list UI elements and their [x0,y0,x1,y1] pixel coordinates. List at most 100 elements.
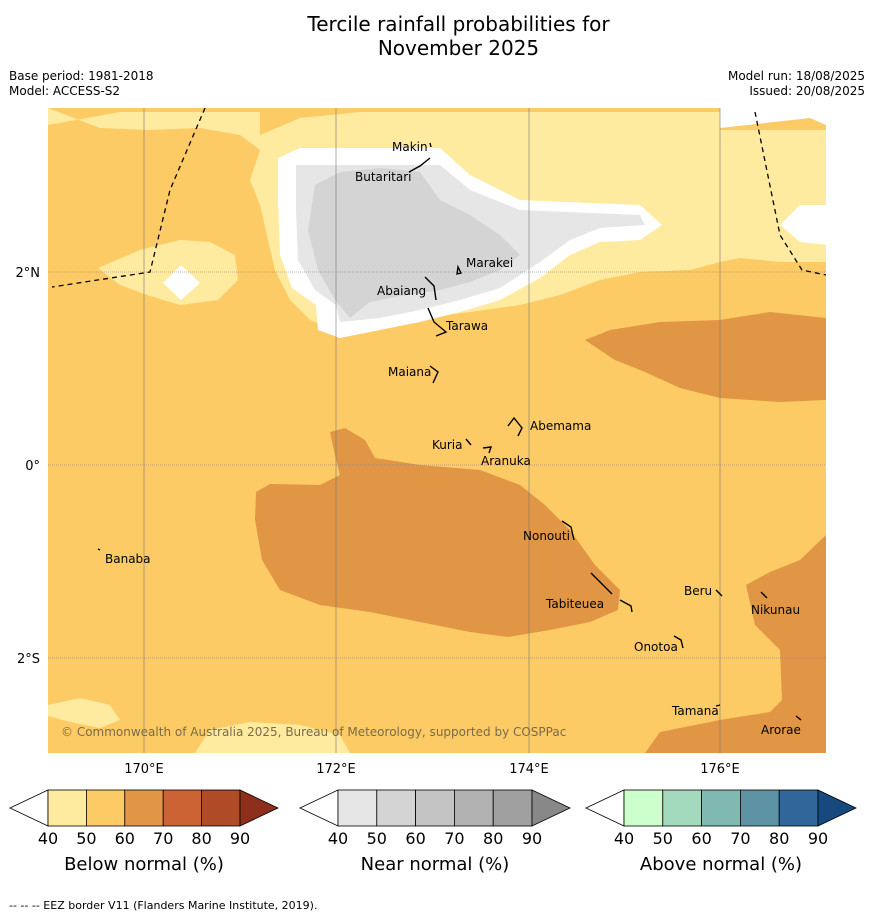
graticule [48,108,826,753]
lon-tick-174: 174°E [509,762,549,777]
colorbar-bin [47,789,87,827]
colorbar-extend-low [299,789,339,827]
colorbar-tick-label: 50 [653,829,673,848]
island-tabiteuea-shape [590,572,633,613]
colorbar-bin [415,789,455,827]
eez-border [51,108,826,288]
region-near-50-60 [308,168,520,318]
colorbar-bin [740,789,780,827]
colorbar-extend-high [817,789,857,827]
base-period: Base period: 1981-2018 [9,69,154,83]
colorbar-near: 40 50 60 70 80 90 [299,789,571,848]
label-onotoa: Onotoa [634,640,678,654]
island-abemama-shape [507,416,523,437]
label-kuria: Kuria [432,438,463,452]
label-makin: Makin [392,140,428,154]
colorbar-bin [337,789,378,827]
region-below-40-50-west [98,240,238,305]
region-white-west-diamond [163,265,200,300]
colorbar-tick-label: 90 [522,829,542,848]
islands [97,142,802,721]
colorbar-tick-label: 50 [367,829,387,848]
colorbar-bin [492,789,533,827]
meta-left: Base period: 1981-2018 Model: ACCESS-S2 [9,69,154,99]
colorbar-extend-low [9,789,49,827]
island-kuria-shape [465,438,472,446]
colorbar-tick-label: 40 [328,829,348,848]
island-banaba-shape [97,548,101,551]
colorbar-tick-label: 70 [444,829,464,848]
colorbar-above-title: Above normal (%) [639,854,803,875]
label-tamana: Tamana [671,704,719,718]
colorbar-extend-high [531,789,571,827]
island-butaritari-shape [408,157,431,173]
colorbar-tick-label: 70 [153,829,173,848]
label-beru: Beru [684,584,712,598]
colorbar-bin [701,789,741,827]
colorbar-tick-label: 40 [614,829,634,848]
colorbar-tick-label: 60 [405,829,425,848]
colorbar-near-title: Near normal (%) [360,854,510,875]
colorbar-tick-label: 50 [76,829,96,848]
colorbar-tick-label: 60 [691,829,711,848]
label-abemama: Abemama [530,419,591,433]
label-marakei: Marakei [466,256,513,270]
lon-tick-170: 170°E [124,762,164,777]
lon-axis-labels: 170°E 172°E 174°E 176°E [124,762,740,777]
island-beru-shape [715,589,723,597]
footer-eez-note: -- -- -- EEZ border V11 (Flanders Marine… [9,899,318,912]
colorbar-bin [124,789,164,827]
label-butaritari: Butaritari [355,170,412,184]
island-tarawa-shape [427,307,448,337]
model-run: Model run: 18/08/2025 [727,69,865,83]
colorbar-tick-label: 60 [115,829,135,848]
island-nonouti-shape [561,520,575,541]
meta-right: Model run: 18/08/2025 Issued: 20/08/2025 [728,69,865,99]
colorbar-tick-label: 80 [191,829,211,848]
lat-tick-0: 0° [25,459,40,474]
colorbar-below: 40 50 60 70 80 90 [9,789,279,848]
place-labels: Makin Butaritari Marakei Abaiang Tarawa … [105,140,801,737]
colorbar-extend-low [585,789,625,827]
region-white-east [780,205,826,245]
island-nikunau-shape [760,591,768,599]
island-marakei-shape [456,264,463,275]
probability-map: Makin Butaritari Marakei Abaiang Tarawa … [48,108,826,753]
lat-tick-2s: 2°S [17,652,40,667]
colorbar-tick-label: 40 [38,829,58,848]
label-banaba: Banaba [105,552,151,566]
colorbar-bin [778,789,819,827]
island-makin-shape [429,142,432,148]
region-below-60-70-east [585,312,826,402]
colorbar-tick-label: 90 [808,829,828,848]
lon-tick-176: 176°E [700,762,740,777]
label-nonouti: Nonouti [523,529,570,543]
colorbar-bin [662,789,702,827]
colorbar-bin [623,789,664,827]
island-abaiang-shape [424,276,437,301]
label-tarawa: Tarawa [445,319,488,333]
colorbar-bin [453,789,494,827]
colorbar-tick-label: 70 [730,829,750,848]
island-maiana-shape [429,365,439,384]
lon-tick-172: 172°E [316,762,356,777]
label-abaiang: Abaiang [377,284,426,298]
title-line-2: November 2025 [377,36,540,60]
label-nikunau: Nikunau [751,603,800,617]
lat-axis-labels: 2°N 0° 2°S [16,266,41,667]
model-name: Model: ACCESS-S2 [9,84,121,98]
issued-date: Issued: 20/08/2025 [749,84,865,98]
title-line-1: Tercile rainfall probabilities for [307,12,610,36]
colorbar-bin [86,789,126,827]
region-below-40-50-south [195,722,350,753]
region-below-60-70-southeast [645,535,826,753]
lat-tick-2n: 2°N [16,266,41,281]
colorbar-above: 40 50 60 70 80 90 [585,789,857,848]
colorbar-tick-label: 80 [769,829,789,848]
island-onotoa-shape [673,635,684,649]
label-aranuka: Aranuka [481,454,531,468]
colorbar-below-title: Below normal (%) [64,854,224,875]
colorbar-tick-label: 80 [483,829,503,848]
label-arorae: Arorae [761,723,801,737]
